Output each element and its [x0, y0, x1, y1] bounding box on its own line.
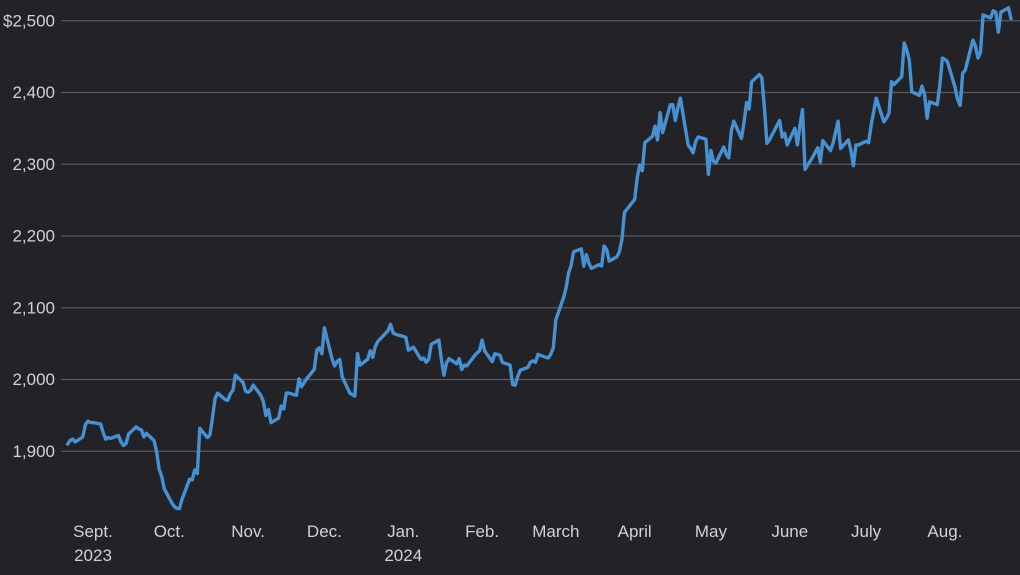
y-axis-tick-label: 2,400: [12, 83, 55, 102]
x-axis-month-label: Oct.: [154, 522, 185, 541]
x-axis-month-label: June: [771, 522, 808, 541]
y-axis-tick-label: 1,900: [12, 442, 55, 461]
x-axis-month-label: Nov.: [231, 522, 265, 541]
y-axis-tick-label: 2,200: [12, 227, 55, 246]
y-axis-tick-label: 2,000: [12, 370, 55, 389]
x-axis-month-label: July: [851, 522, 882, 541]
x-axis-month-label: Jan.: [387, 522, 419, 541]
x-axis-month-label: Aug.: [927, 522, 962, 541]
x-axis-year-label: 2023: [74, 546, 112, 565]
y-axis-tick-label: $2,500: [3, 11, 55, 30]
x-axis-month-label: May: [695, 522, 728, 541]
x-axis-month-label: Feb.: [465, 522, 499, 541]
y-axis-tick-label: 2,100: [12, 298, 55, 317]
x-axis-month-label: Dec.: [307, 522, 342, 541]
x-axis-year-label: 2024: [384, 546, 422, 565]
x-axis-month-label: April: [618, 522, 652, 541]
x-axis-month-label: March: [532, 522, 579, 541]
x-axis-month-label: Sept.: [73, 522, 113, 541]
y-axis-tick-label: 2,300: [12, 155, 55, 174]
gold-price-series-line: [65, 6, 1013, 511]
